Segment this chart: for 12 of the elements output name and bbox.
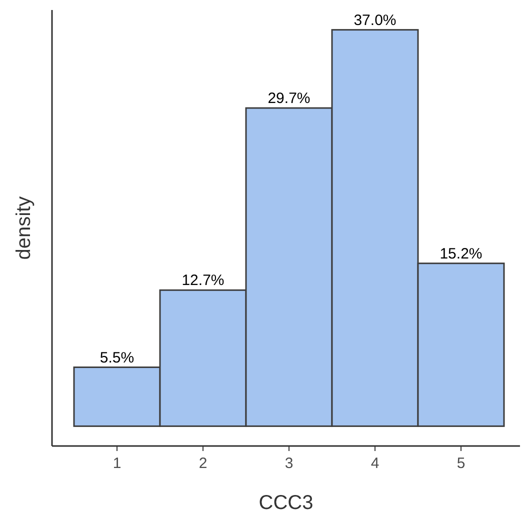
x-tick-label: 3 xyxy=(284,455,294,472)
data-label: 37.0% xyxy=(354,12,396,29)
data-label: 12.7% xyxy=(182,272,224,290)
x-tick-label: 2 xyxy=(198,455,208,472)
x-tick-label: 4 xyxy=(370,455,380,472)
x-tick-label: 5 xyxy=(456,455,466,472)
x-tick-label: 1 xyxy=(112,455,122,472)
data-label: 15.2% xyxy=(440,245,482,262)
data-label: 5.5% xyxy=(100,349,134,366)
data-label: 29.7% xyxy=(268,90,310,108)
x-axis-title: CCC3 xyxy=(258,492,314,514)
y-axis-title: density xyxy=(13,196,35,260)
